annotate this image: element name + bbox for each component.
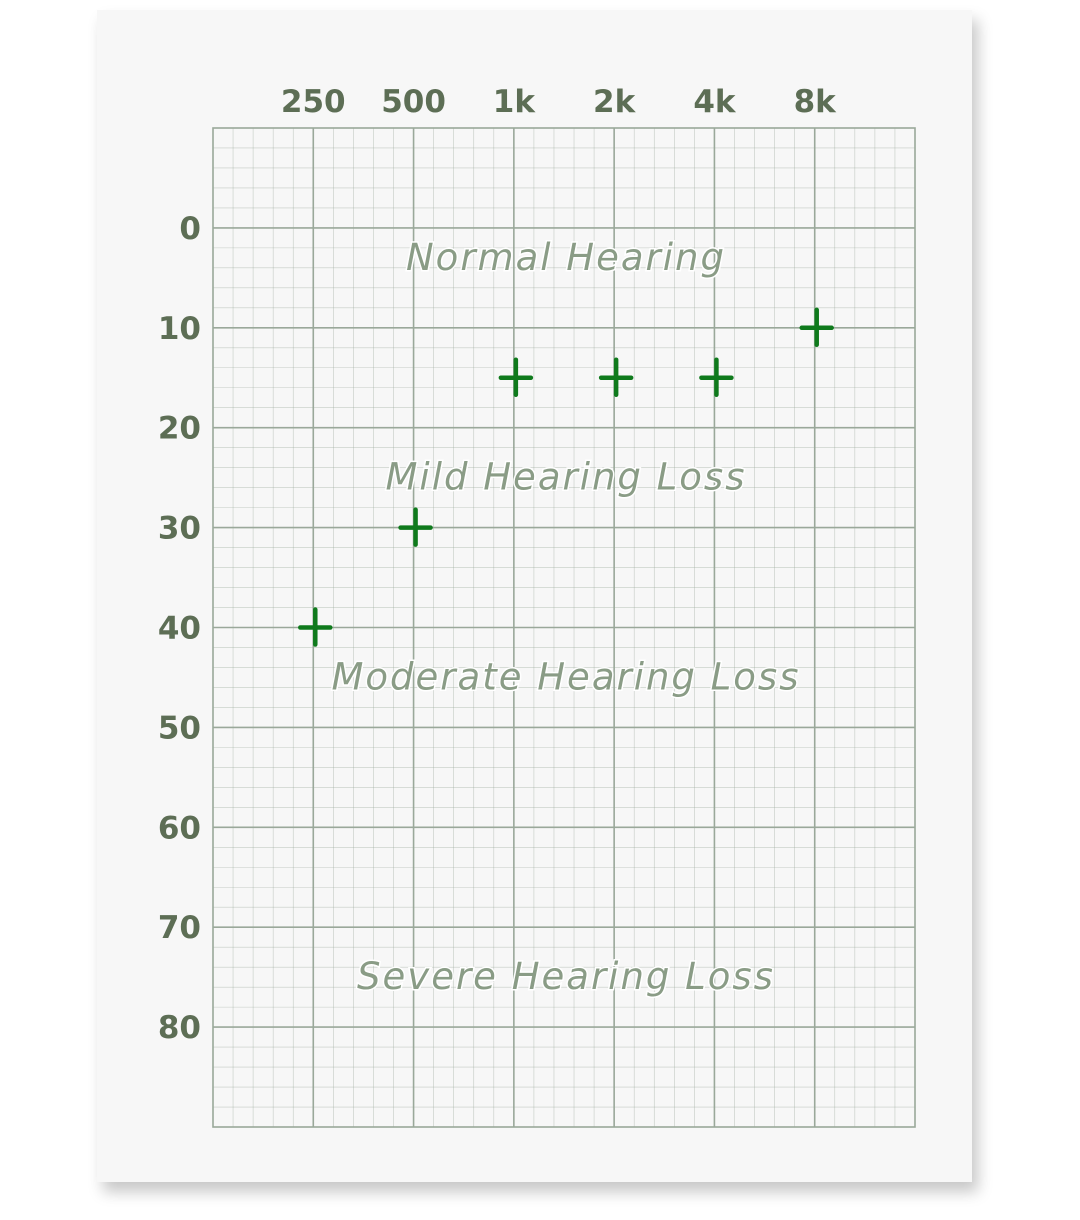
chart-card: [97, 10, 972, 1182]
y-tick-label: 80: [158, 1010, 201, 1046]
grid-major: [212, 127, 916, 1128]
data-point-marker: [699, 357, 734, 397]
y-tick-label: 50: [158, 710, 201, 746]
data-point-marker: [398, 507, 433, 547]
data-point-marker: [298, 607, 333, 647]
x-tick-label: 8k: [794, 84, 838, 120]
data-point-marker: [498, 357, 534, 397]
y-tick-label: 60: [158, 810, 201, 846]
zone-label: Normal Hearing: [406, 236, 726, 279]
y-axis-ticks: 0 10 20 30 40 50 60 70 80: [158, 211, 201, 1046]
y-tick-label: 40: [158, 611, 201, 647]
hearing-zones: Normal Hearing Mild Hearing Loss Moderate …: [330, 234, 801, 999]
x-tick-label: 250: [281, 84, 346, 120]
zone-label: Moderate Hearing Loss: [332, 655, 801, 698]
data-points: [298, 307, 834, 647]
y-tick-label: 10: [158, 311, 201, 347]
plot-border: [212, 127, 916, 1128]
zone-label: Severe Hearing Loss: [357, 955, 775, 998]
zone-label: Mild Hearing Loss: [386, 456, 747, 499]
data-point-marker: [799, 307, 834, 348]
y-tick-label: 30: [158, 511, 201, 547]
y-tick-label: 20: [158, 411, 201, 447]
data-point-marker: [598, 357, 634, 397]
y-tick-label: 70: [158, 910, 201, 946]
x-tick-label: 4k: [693, 84, 737, 120]
x-tick-label: 2k: [593, 84, 637, 120]
x-axis-ticks: 250 500 1k 2k 4k 8k: [281, 84, 837, 120]
x-tick-label: 1k: [493, 84, 537, 120]
x-tick-label: 500: [381, 84, 446, 120]
y-tick-label: 0: [179, 211, 201, 247]
